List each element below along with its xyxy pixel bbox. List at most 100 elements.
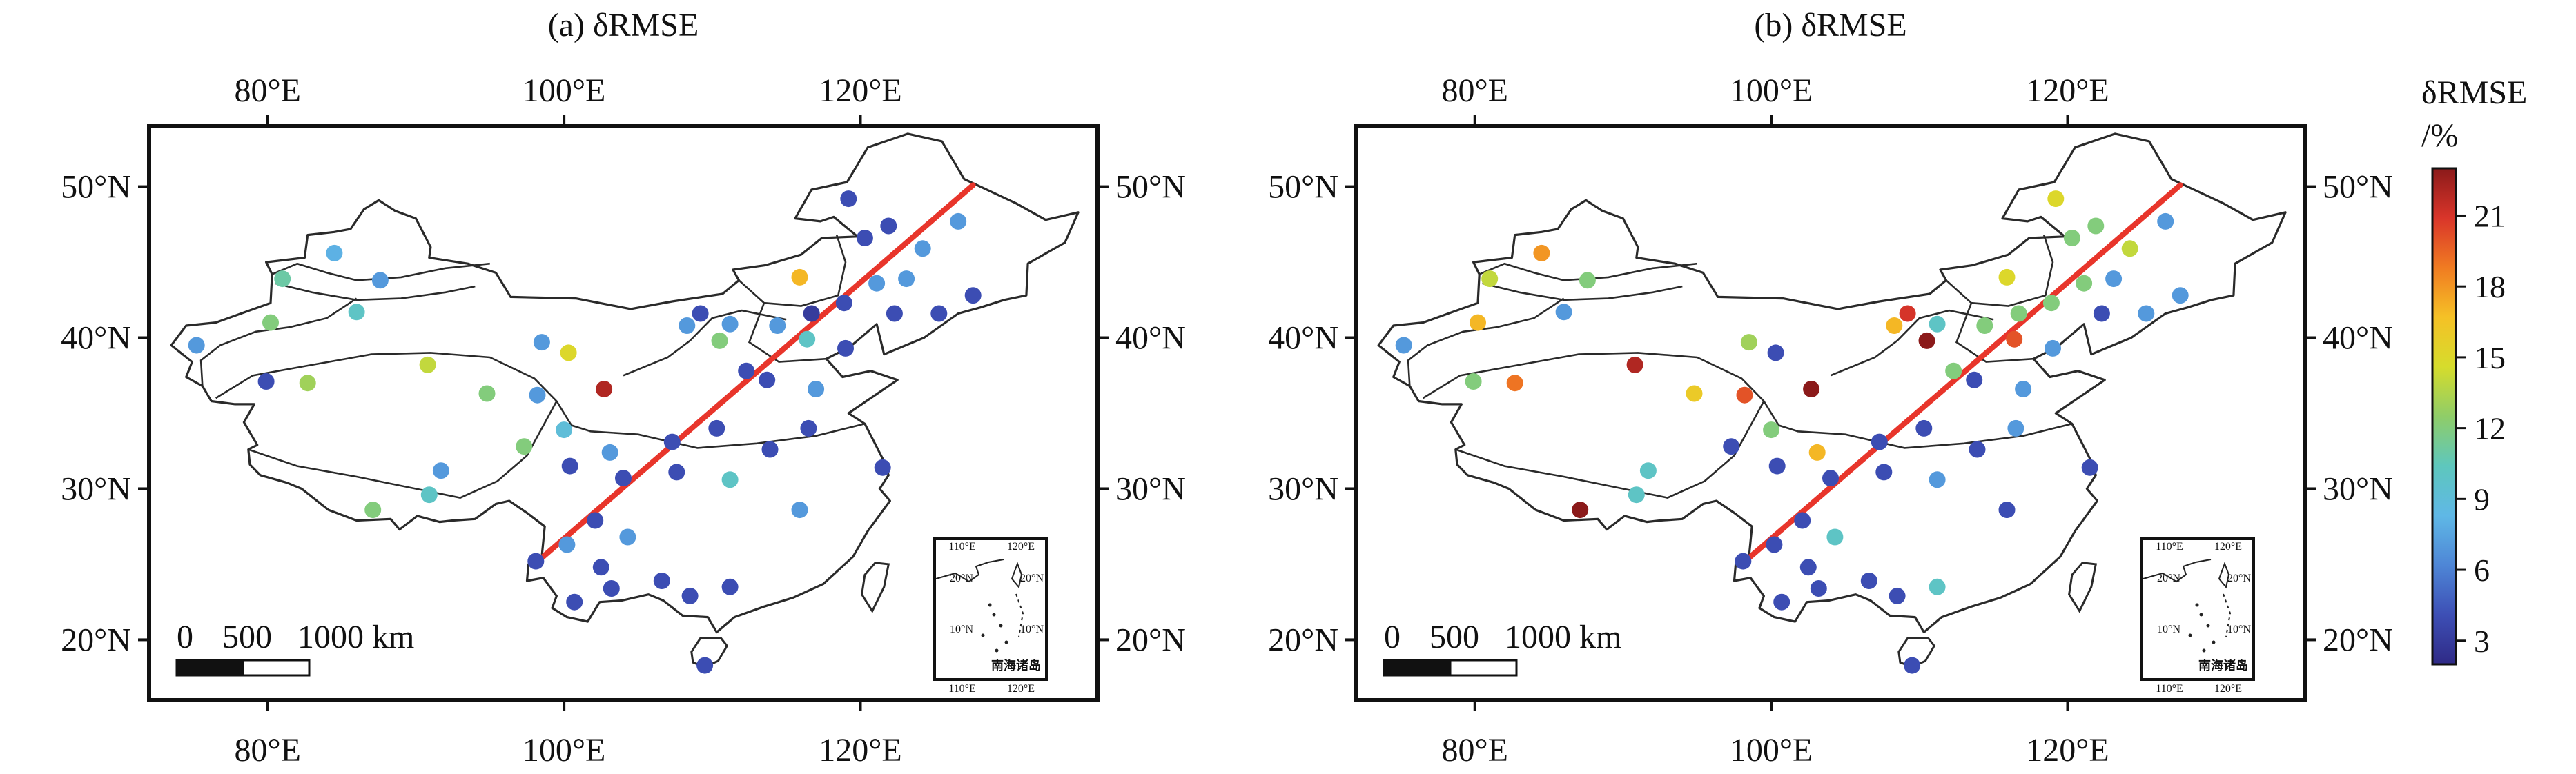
colorbar-unit: /% — [2421, 117, 2458, 154]
station-marker — [1763, 421, 1780, 439]
station-marker — [2063, 230, 2080, 246]
station-marker — [533, 334, 550, 351]
station-marker — [1639, 462, 1657, 479]
lon-label-top: 120°E — [2026, 72, 2109, 109]
station-marker — [1969, 441, 1986, 458]
station-marker — [874, 459, 891, 476]
lon-label-top: 100°E — [523, 72, 606, 109]
station-marker — [558, 536, 576, 553]
climate-region-boundary — [1830, 309, 1994, 377]
colorbar-tick-label: 12 — [2474, 411, 2506, 446]
colorbar: δRMSE /% 3 6 9 12 15 18 21 — [2421, 75, 2527, 666]
station-marker — [1929, 471, 1946, 488]
station-marker — [1773, 593, 1790, 611]
station-marker — [560, 344, 577, 361]
station-marker — [1628, 486, 1645, 504]
station-marker — [1929, 315, 1946, 333]
climate-region-boundary — [748, 302, 827, 363]
scale-label-1000: 1000 km — [297, 619, 414, 655]
colorbar-tick-label: 9 — [2474, 482, 2490, 517]
scale-bar-black — [1383, 659, 1452, 677]
station-marker — [2121, 240, 2138, 257]
climate-region-boundary — [623, 309, 787, 377]
scale-bar-white — [1449, 659, 1518, 677]
station-marker — [1481, 270, 1499, 288]
station-marker — [837, 339, 854, 357]
inset-island-dot — [995, 648, 999, 653]
station-marker — [1889, 587, 1906, 604]
station-marker — [1976, 317, 1993, 334]
scale-label-500: 500 — [222, 619, 272, 655]
lon-label-bottom: 120°E — [819, 732, 902, 768]
hainan-island — [1897, 637, 1936, 668]
station-marker — [1572, 502, 1589, 519]
station-marker — [274, 270, 291, 288]
station-marker — [1395, 337, 1412, 354]
station-marker — [791, 268, 808, 286]
station-marker — [769, 317, 786, 334]
panel-title: (a) δRMSE — [548, 7, 699, 43]
station-marker — [587, 512, 604, 529]
station-marker — [679, 317, 696, 334]
lon-label-bottom: 100°E — [523, 732, 606, 768]
lat-label-left: 50°N — [61, 169, 131, 206]
lat-label-left: 40°N — [61, 320, 131, 357]
station-marker — [1822, 470, 1839, 487]
station-marker — [420, 486, 438, 504]
station-marker — [432, 462, 449, 479]
country-boundary — [170, 132, 1080, 634]
climate-region-boundary — [275, 282, 476, 301]
station-marker — [1767, 344, 1784, 361]
station-marker — [478, 385, 496, 402]
station-marker — [738, 362, 755, 379]
inset-island-dot — [988, 603, 992, 607]
station-marker — [2006, 330, 2023, 348]
station-marker — [1768, 457, 1786, 475]
station-marker — [326, 244, 343, 261]
lat-label-right: 30°N — [2323, 470, 2393, 507]
station-marker — [1766, 536, 1783, 553]
climate-region-boundary — [1479, 262, 1697, 281]
station-marker — [2105, 270, 2123, 288]
inset-island-dot — [1004, 640, 1008, 644]
inset-taiwan — [2218, 562, 2230, 589]
station-marker — [721, 315, 739, 333]
station-marker — [2015, 381, 2032, 397]
lon-label-bottom: 120°E — [2026, 732, 2109, 768]
station-marker — [681, 587, 699, 604]
station-marker — [1904, 657, 1921, 674]
colorbar-tick-label: 18 — [2474, 269, 2506, 304]
scale-label-500: 500 — [1430, 619, 1479, 655]
station-marker — [1626, 356, 1643, 373]
scale-label-0: 0 — [177, 619, 193, 655]
taiwan-island — [2068, 562, 2098, 613]
station-marker — [1810, 580, 1827, 597]
station-marker — [299, 375, 316, 392]
station-marker — [808, 381, 825, 397]
station-marker — [1808, 444, 1826, 461]
taiwan-island — [861, 562, 890, 613]
station-marker — [1875, 464, 1893, 481]
divider-line — [531, 182, 976, 567]
station-marker — [257, 373, 275, 390]
lon-label-bottom: 80°E — [1441, 732, 1508, 768]
station-marker — [2093, 305, 2110, 322]
station-marker — [886, 305, 903, 322]
station-marker — [856, 230, 873, 246]
station-marker — [2007, 419, 2024, 437]
station-marker — [914, 240, 931, 257]
station-marker — [2047, 190, 2065, 208]
climate-region-boundary — [1407, 297, 1565, 386]
station-marker — [1826, 528, 1844, 546]
panel-title: (b) δRMSE — [1754, 7, 1906, 43]
station-marker — [566, 593, 583, 611]
station-marker — [603, 580, 620, 597]
lat-label-right: 50°N — [2323, 169, 2393, 206]
map-panel-b: (b) δRMSE 80°E 80°E 100°E 100°E 120°E 120°E 20°… — [1268, 7, 2393, 768]
lat-label-right: 30°N — [1115, 470, 1186, 507]
station-marker — [663, 433, 681, 450]
station-marker — [950, 212, 967, 230]
station-marker — [1555, 304, 1572, 321]
station-marker — [1723, 438, 1740, 455]
